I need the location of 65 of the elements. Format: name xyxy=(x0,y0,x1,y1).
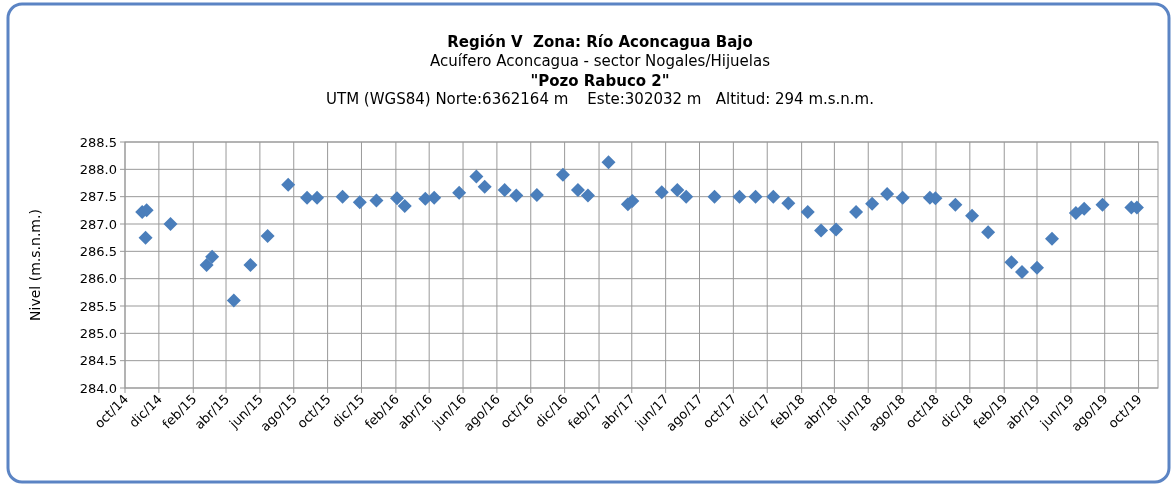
point xyxy=(335,189,350,204)
point xyxy=(748,189,763,204)
y-axis-title: Nivel (m.s.n.m.) xyxy=(27,209,43,321)
point xyxy=(865,196,880,211)
y-tick-label: 286.0 xyxy=(79,271,117,287)
chart-subtitle: Acuífero Aconcagua - sector Nogales/Hijuelas xyxy=(430,52,771,70)
point xyxy=(580,188,595,203)
point xyxy=(1029,260,1044,275)
point xyxy=(981,225,996,240)
point xyxy=(800,204,815,219)
y-tick-label: 288.5 xyxy=(79,134,117,150)
point xyxy=(199,258,214,272)
chart-title: Región V Zona: Río Aconcagua Bajo xyxy=(447,33,753,51)
point xyxy=(310,190,325,205)
y-tick-label: 284.0 xyxy=(79,380,117,396)
point xyxy=(452,185,467,200)
point xyxy=(205,249,220,264)
point xyxy=(1077,201,1092,216)
point xyxy=(1015,265,1030,280)
point xyxy=(389,191,404,206)
point xyxy=(781,196,796,211)
point xyxy=(965,208,980,223)
point xyxy=(895,190,910,205)
point xyxy=(732,189,747,204)
point xyxy=(529,188,544,203)
point xyxy=(679,189,694,204)
point xyxy=(281,177,296,192)
point xyxy=(469,169,484,184)
point xyxy=(570,183,585,198)
point xyxy=(497,183,512,198)
point xyxy=(829,222,844,237)
y-tick-label: 286.5 xyxy=(79,243,117,259)
point xyxy=(814,223,829,238)
point xyxy=(880,186,895,201)
point xyxy=(509,188,524,203)
point xyxy=(654,185,669,200)
point xyxy=(555,167,570,182)
point xyxy=(670,183,685,198)
point xyxy=(226,293,241,308)
point xyxy=(1004,255,1019,270)
y-tick-label: 285.0 xyxy=(79,325,117,341)
point xyxy=(369,193,384,208)
text: "Pozo Rabuco 2" xyxy=(530,72,670,90)
point xyxy=(397,198,412,213)
point xyxy=(163,217,178,231)
point xyxy=(766,189,781,204)
point xyxy=(948,197,963,212)
point xyxy=(138,230,153,245)
text: UTM (WGS84) Norte:6362164 m Este:302032 m Altitud: 294 m.s.n.m. xyxy=(326,90,874,108)
point xyxy=(352,195,367,210)
point xyxy=(427,190,442,205)
point xyxy=(260,229,275,244)
y-tick-label: 287.0 xyxy=(79,216,117,232)
y-tick-label: 285.5 xyxy=(79,298,117,314)
point xyxy=(1044,231,1059,246)
point xyxy=(1095,197,1110,212)
point xyxy=(477,179,492,194)
point xyxy=(601,155,616,170)
y-tick-label: 284.5 xyxy=(79,353,117,369)
point xyxy=(1068,206,1083,221)
y-tick-label: 287.5 xyxy=(79,189,117,205)
y-tick-label: 288.0 xyxy=(79,161,117,177)
point xyxy=(849,204,864,219)
point xyxy=(707,189,722,204)
point xyxy=(243,258,258,272)
